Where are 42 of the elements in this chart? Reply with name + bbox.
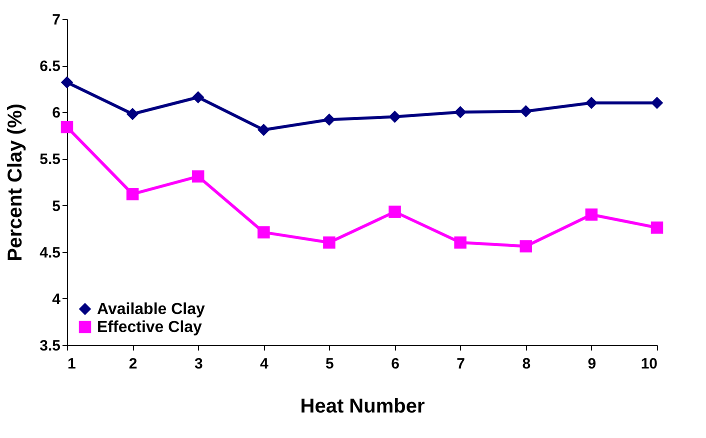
- point: [126, 188, 139, 200]
- legend-label: Available Clay: [97, 301, 206, 318]
- point: [192, 91, 204, 104]
- x-tick-label: 5: [326, 356, 334, 372]
- x-tick-label: 4: [260, 356, 269, 372]
- x-tick-label: 2: [128, 356, 138, 372]
- point: [520, 105, 532, 118]
- point: [454, 106, 466, 118]
- point: [60, 76, 74, 88]
- y-tick-label: 6: [52, 104, 60, 122]
- x-axis-title: Heat Number: [300, 396, 425, 418]
- x-tick-label: 1: [68, 356, 76, 372]
- x-tick-label: 3: [194, 356, 203, 372]
- x-tick-label: 6: [391, 356, 400, 372]
- x-tick-label: 9: [588, 356, 596, 372]
- point: [323, 236, 336, 249]
- y-tick-label: 7: [52, 12, 60, 28]
- y-tick-label: 3.5: [40, 338, 60, 354]
- point: [258, 226, 270, 238]
- point: [585, 208, 598, 221]
- y-tick-label: 4: [52, 290, 62, 308]
- x-tick-label: 7: [456, 356, 466, 372]
- point: [520, 240, 532, 252]
- y-axis-title: Percent Clay (%): [4, 104, 27, 262]
- y-tick-label: 5: [52, 198, 60, 215]
- point: [60, 120, 74, 134]
- x-tick-label: 8: [522, 356, 531, 372]
- point: [650, 222, 664, 234]
- point: [126, 108, 139, 120]
- y-tick-label: 6.5: [40, 58, 60, 76]
- x-tick-label: 10: [640, 356, 658, 372]
- point: [454, 236, 466, 249]
- legend-label: Effective Clay: [97, 319, 202, 336]
- point: [388, 110, 401, 123]
- point: [585, 96, 598, 109]
- y-tick-label: 5.5: [40, 151, 60, 168]
- point: [650, 96, 664, 109]
- point: [323, 113, 336, 126]
- point: [258, 124, 270, 136]
- point: [192, 170, 204, 183]
- y-tick-label: 4.5: [40, 244, 60, 262]
- point: [388, 206, 401, 218]
